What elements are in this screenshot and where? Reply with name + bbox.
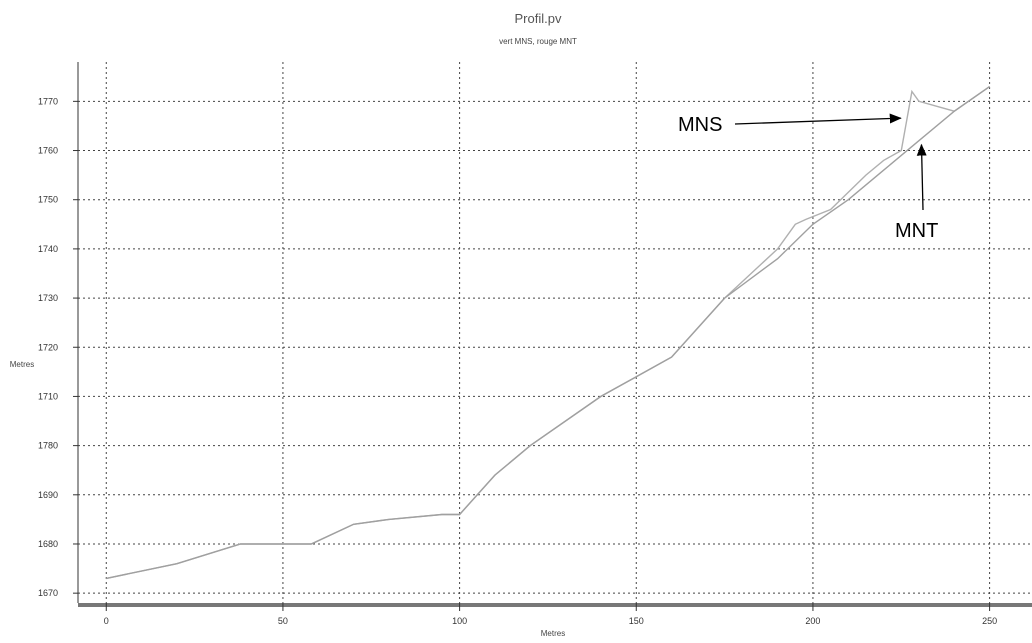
- annotation-mns-label: MNS: [678, 114, 722, 136]
- y-tick-label-6: 1730: [38, 293, 58, 303]
- annotation-mnt-label: MNT: [895, 220, 938, 242]
- x-tick-label-3: 150: [629, 616, 644, 626]
- y-tick-label-5: 1720: [38, 342, 58, 352]
- y-axis-label: Metres: [10, 360, 34, 369]
- x-tick-label-5: 250: [982, 616, 997, 626]
- series-line-mnt: [106, 86, 991, 580]
- annotations: MNS MNT: [678, 113, 938, 242]
- x-tick-label-0: 0: [104, 616, 109, 626]
- chart-title: Profil.pv: [515, 11, 562, 26]
- grid: [78, 62, 1032, 603]
- annotation-mnt-arrow: [916, 143, 927, 211]
- y-tick-label-4: 1710: [38, 391, 58, 401]
- y-tick-label-7: 1740: [38, 244, 58, 254]
- plot-area: [78, 62, 1032, 603]
- x-axis-line: [78, 603, 1032, 607]
- y-tick-label-9: 1760: [38, 146, 58, 156]
- y-tick-label-8: 1750: [38, 195, 58, 205]
- plot-background: [78, 62, 1032, 603]
- y-tick-label-3: 1780: [38, 441, 58, 451]
- x-tick-label-2: 100: [452, 616, 467, 626]
- axes: 1670 1680 1690 1780 1710 1720 1730 1740 1750 1760…: [38, 62, 1032, 626]
- annotation-mns-arrow: [734, 113, 902, 125]
- y-tick-label-2: 1690: [38, 490, 58, 500]
- x-tick-label-4: 200: [805, 616, 820, 626]
- x-axis-label: Metres: [541, 629, 565, 638]
- y-tick-label-1: 1680: [38, 539, 58, 549]
- chart-subtitle: vert MNS, rouge MNT: [499, 37, 577, 46]
- series-lines: [106, 86, 991, 580]
- y-tick-label-0: 1670: [38, 588, 58, 598]
- x-tick-label-1: 50: [278, 616, 288, 626]
- y-tick-label-10: 1770: [38, 96, 58, 106]
